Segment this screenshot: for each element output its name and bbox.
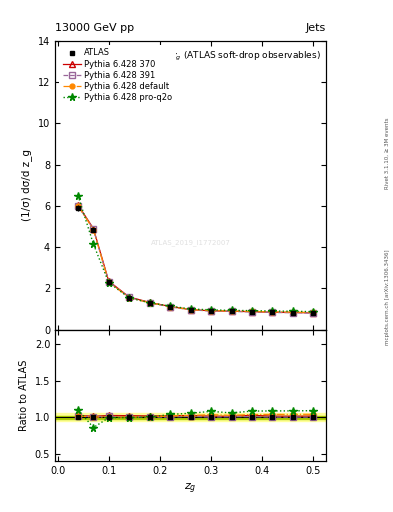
Y-axis label: Ratio to ATLAS: Ratio to ATLAS	[19, 359, 29, 431]
Text: mcplots.cern.ch [arXiv:1306.3436]: mcplots.cern.ch [arXiv:1306.3436]	[385, 249, 389, 345]
Text: 13000 GeV pp: 13000 GeV pp	[55, 23, 134, 33]
X-axis label: $z_g$: $z_g$	[184, 481, 197, 496]
Text: Rivet 3.1.10, ≥ 3M events: Rivet 3.1.10, ≥ 3M events	[385, 118, 389, 189]
Bar	[55, 416, 326, 418]
Y-axis label: (1/σ) dσ/d z_g: (1/σ) dσ/d z_g	[21, 150, 32, 221]
Bar	[55, 413, 326, 421]
Legend: ATLAS, Pythia 6.428 370, Pythia 6.428 391, Pythia 6.428 default, Pythia 6.428 pr: ATLAS, Pythia 6.428 370, Pythia 6.428 39…	[59, 45, 176, 105]
Text: Relative $p_T$ $z_g$ (ATLAS soft-drop observables): Relative $p_T$ $z_g$ (ATLAS soft-drop ob…	[119, 50, 321, 62]
Text: Jets: Jets	[306, 23, 326, 33]
Text: ATLAS_2019_I1772007: ATLAS_2019_I1772007	[151, 240, 231, 246]
